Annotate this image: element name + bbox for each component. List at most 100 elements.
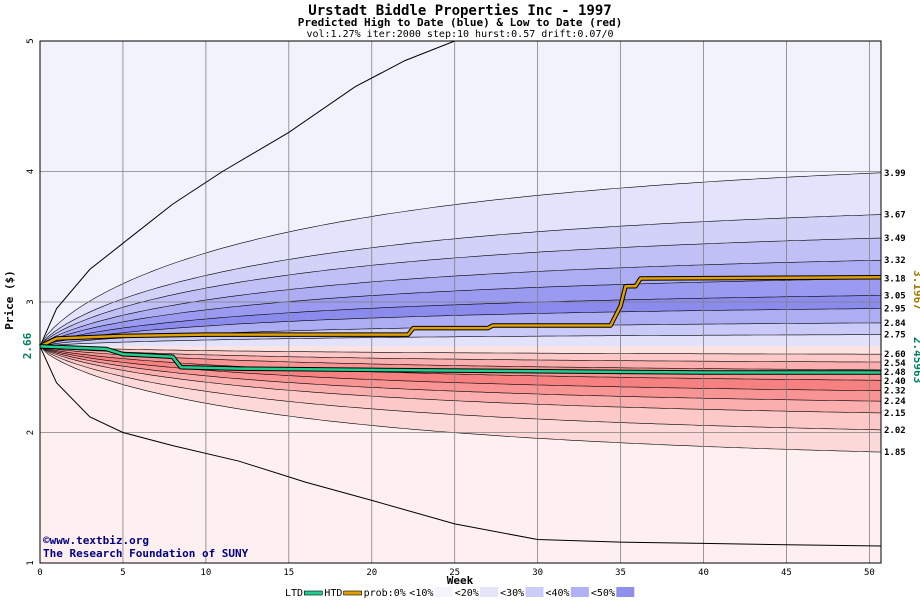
x-tick-label-8: 40 bbox=[698, 568, 709, 578]
outer-envelope bbox=[39, 40, 882, 547]
legend-swatch-1 bbox=[343, 590, 362, 596]
legend: LTD HTD prob:0% <10% <20% <30% <40% <50% bbox=[285, 587, 635, 599]
band-end-label: 3.18 bbox=[884, 275, 906, 285]
band-line-lower-8 bbox=[39, 346, 882, 453]
band-upper-3 bbox=[40, 238, 881, 347]
y-tick-label-2: 3 bbox=[26, 299, 36, 304]
band-lower-6 bbox=[40, 346, 881, 413]
right-band-labels: 3.99 3.67 3.49 3.32 3.18 3.05 2.95 2.84 2.75 2.60… bbox=[884, 169, 906, 458]
band-end-label: 2.40 bbox=[884, 377, 906, 387]
band-upper-2 bbox=[40, 214, 881, 347]
band-end-label: 2.02 bbox=[884, 426, 906, 436]
series-ltd-line bbox=[39, 345, 881, 374]
x-tick-label-10: 50 bbox=[864, 568, 875, 578]
band-lower-1 bbox=[40, 346, 881, 362]
x-tick-label-2: 10 bbox=[200, 568, 211, 578]
band-end-label: 3.49 bbox=[884, 234, 906, 244]
band-upper-7 bbox=[40, 308, 881, 347]
series-lines bbox=[39, 274, 882, 375]
credit-line-1: ©www.textbiz.org bbox=[43, 534, 149, 547]
x-tick-label-9: 45 bbox=[781, 568, 792, 578]
legend-swatch-4 bbox=[480, 587, 499, 597]
band-end-label: 1.85 bbox=[884, 448, 906, 458]
outer-low-curve bbox=[39, 346, 882, 547]
legend-label-2: prob:0% bbox=[364, 588, 406, 599]
band-upper-8 bbox=[40, 322, 881, 347]
band-end-label: 2.75 bbox=[884, 331, 906, 341]
series-htd-line bbox=[39, 275, 882, 348]
band-line-upper-0 bbox=[39, 172, 882, 347]
band-line-lower-0 bbox=[39, 346, 881, 355]
band-line-upper-4 bbox=[39, 278, 882, 347]
band-end-label: 2.54 bbox=[884, 359, 906, 369]
band-upper-4 bbox=[40, 260, 881, 347]
outer-high-curve bbox=[39, 40, 881, 347]
credit-line-2: The Research Foundation of SUNY bbox=[43, 547, 249, 560]
band-line-upper-6 bbox=[39, 308, 882, 347]
legend-label-7: <50% bbox=[591, 588, 615, 599]
band-lower-5 bbox=[40, 346, 881, 402]
legend-swatch-0 bbox=[303, 590, 323, 596]
band-end-label: 3.32 bbox=[884, 256, 906, 266]
band-lower-9 bbox=[40, 346, 881, 563]
legend-swatch-3 bbox=[434, 587, 453, 597]
band-line-upper-1 bbox=[39, 214, 882, 347]
band-lower-8 bbox=[40, 346, 881, 453]
band-line-lower-5 bbox=[39, 346, 882, 402]
x-tick-label-4: 20 bbox=[366, 568, 377, 578]
band-line-upper-3 bbox=[39, 259, 882, 347]
band-line-lower-7 bbox=[39, 346, 882, 431]
chart-title: Urstadt Biddle Properties Inc - 1997 bbox=[308, 3, 611, 19]
x-axis-label: Week bbox=[447, 574, 474, 587]
band-lower-0 bbox=[40, 346, 881, 355]
legend-label-1: HTD bbox=[324, 588, 342, 599]
x-tick-label-6: 30 bbox=[532, 568, 543, 578]
x-tick-label-0: 0 bbox=[37, 568, 42, 578]
band-line-upper-8 bbox=[39, 334, 881, 347]
band-end-label: 3.99 bbox=[884, 169, 906, 179]
y-tick-label-3: 4 bbox=[26, 169, 36, 174]
band-end-label: 3.05 bbox=[884, 291, 906, 301]
band-lower-2 bbox=[40, 346, 881, 370]
band-line-lower-1 bbox=[39, 346, 881, 363]
band-upper-5 bbox=[40, 278, 881, 347]
band-end-label: 2.15 bbox=[884, 409, 906, 419]
x-ticks: 0 5 10 15 20 25 30 35 40 45 50 bbox=[37, 568, 875, 578]
chart-params: vol:1.27% iter:2000 step:10 hurst:0.57 d… bbox=[306, 29, 613, 40]
band-end-label: 3.67 bbox=[884, 211, 906, 221]
band-line-lower-6 bbox=[39, 346, 882, 414]
x-tick-label-1: 5 bbox=[120, 568, 125, 578]
y-tick-label-4: 5 bbox=[26, 38, 36, 43]
band-upper-0 bbox=[40, 41, 881, 347]
x-tick-label-5: 25 bbox=[449, 568, 460, 578]
start-price-label: 2.66 bbox=[21, 332, 34, 359]
legend-label-4: <20% bbox=[455, 588, 479, 599]
band-upper-6 bbox=[40, 295, 881, 347]
band-lower-7 bbox=[40, 346, 881, 430]
legend-swatch-5 bbox=[525, 587, 544, 597]
legend-label-3: <10% bbox=[409, 588, 433, 599]
legend-swatch-6 bbox=[570, 587, 589, 597]
band-line-lower-2 bbox=[39, 346, 882, 371]
band-end-label: 2.24 bbox=[884, 397, 906, 407]
y-tick-label-0: 1 bbox=[26, 560, 36, 565]
band-lower-4 bbox=[40, 346, 881, 391]
band-end-label: 2.48 bbox=[884, 368, 906, 378]
band-upper-1 bbox=[40, 172, 881, 347]
legend-swatch-7 bbox=[616, 587, 635, 597]
band-line-upper-5 bbox=[39, 295, 882, 347]
x-tick-label-3: 15 bbox=[283, 568, 294, 578]
y-axis-label: Price ($) bbox=[3, 270, 16, 330]
legend-label-0: LTD bbox=[285, 588, 303, 599]
plot-frame bbox=[39, 40, 882, 564]
band-end-label: 2.95 bbox=[884, 305, 906, 315]
y-ticks: 1 2 3 4 5 bbox=[26, 38, 36, 565]
high-end-label: 3.1967 bbox=[911, 270, 920, 310]
band-end-label: 2.84 bbox=[884, 319, 906, 329]
y-tick-label-1: 2 bbox=[26, 430, 36, 435]
x-tick-label-7: 35 bbox=[615, 568, 626, 578]
legend-label-6: <40% bbox=[546, 588, 570, 599]
band-end-label: 2.60 bbox=[884, 350, 906, 360]
legend-label-5: <30% bbox=[500, 588, 524, 599]
